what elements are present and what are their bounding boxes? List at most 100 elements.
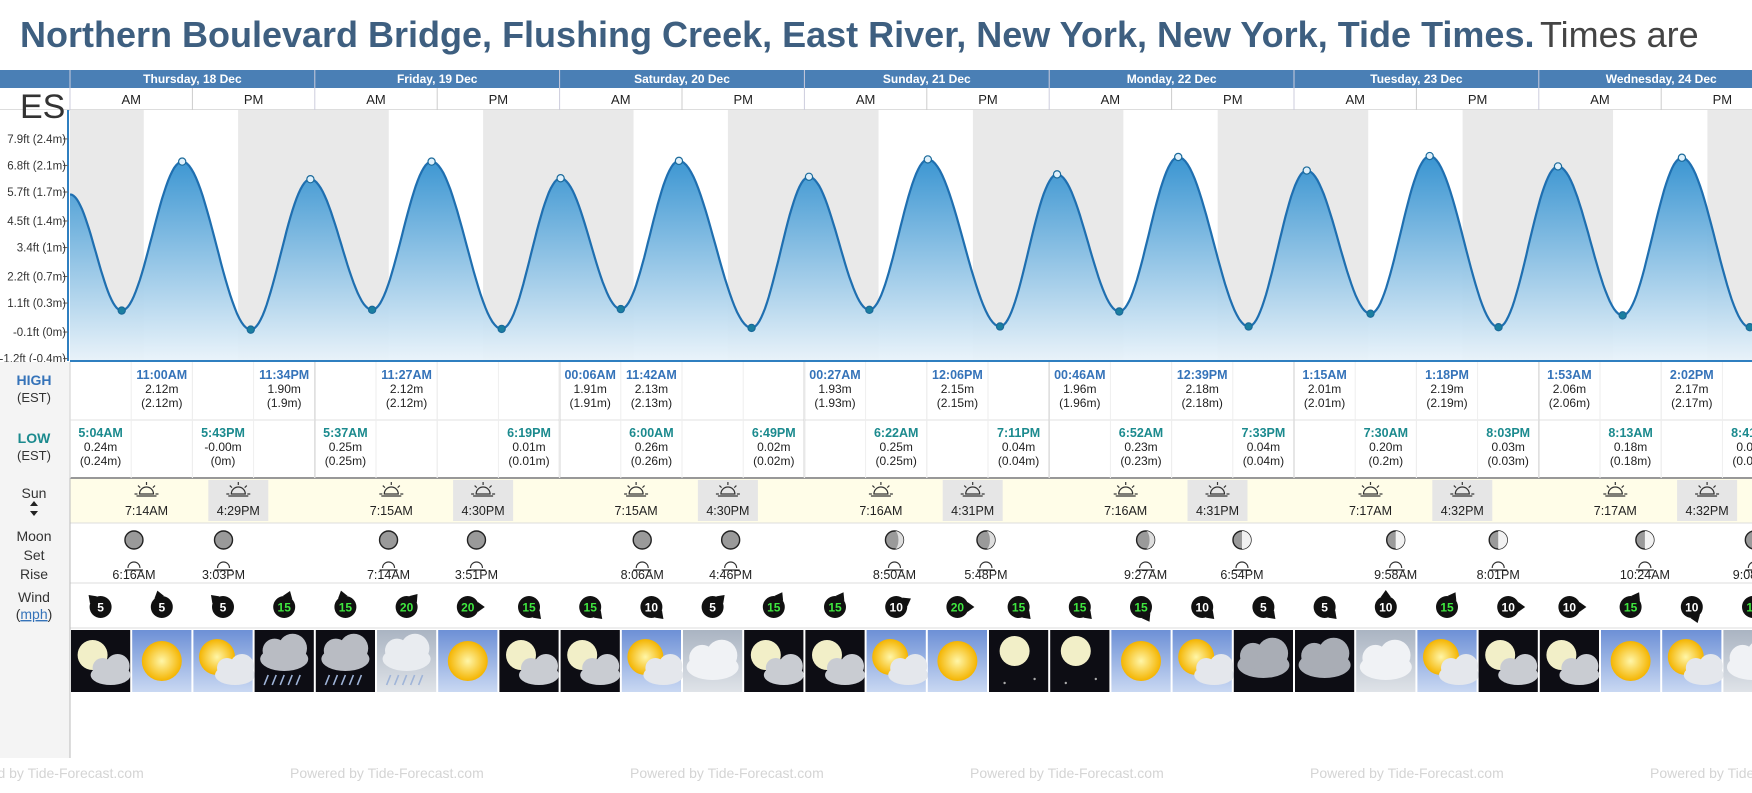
high-tide-height-paren-1: (1.9m) (267, 396, 302, 410)
wind-cell-17: 15 (1130, 596, 1154, 624)
weather-icon-9 (622, 630, 684, 692)
sunrise-time-3: 7:16AM (859, 504, 902, 518)
moon-rise-time-13: 9:08PM (1733, 568, 1752, 582)
low-tide-height-paren-14: (0.04m) (998, 454, 1039, 468)
weather-icon-26 (1662, 630, 1724, 692)
high-tide-time-24: 2:02PM (1670, 368, 1714, 382)
y-tick-label-2: 5.7ft (1.7m) (7, 187, 66, 199)
moon-phase-icon-13 (1745, 531, 1752, 549)
wind-arrow-icon-6 (478, 602, 485, 612)
low-tide-height-paren-17: (0.23m) (1120, 454, 1161, 468)
footer-credit-2: Powered by Tide-Forecast.com (630, 765, 824, 781)
sun-row-band (70, 479, 1752, 523)
footer-credits: Powered by Tide-Forecast.com Powered by T… (0, 758, 1752, 788)
am-label-3: AM (856, 92, 876, 107)
moon-set-cell-4: 8:06AM (621, 531, 664, 582)
wind-cell-6: 20 (457, 596, 485, 618)
low-tide-height-paren-6: (0.01m) (508, 454, 549, 468)
footer-credit-5: Powered by Tide-Forecast.com (1650, 765, 1752, 781)
am-label-6: AM (1590, 92, 1610, 107)
low-tide-point-3 (247, 326, 254, 333)
high-tide-height-1: 1.90m (268, 382, 301, 396)
weather-icon-25 (1601, 630, 1660, 692)
low-tide-height-10: 0.02m (757, 440, 790, 454)
high-tide-height-paren-16: (2.18m) (1182, 396, 1223, 410)
moon-rise-time-11: 8:01PM (1477, 568, 1520, 582)
wind-cell-26: 10 (1681, 596, 1703, 625)
wind-arrow-icon-24 (1579, 602, 1586, 612)
high-tide-time-19: 1:15AM (1302, 368, 1346, 382)
low-tide-height-paren-26: (0.03m) (1732, 454, 1752, 468)
weather-icon-21 (1356, 630, 1415, 692)
low-tide-point-18 (1245, 323, 1252, 330)
moon-rise-time-1: 3:03PM (202, 568, 245, 582)
low-tide-point-25 (1619, 312, 1626, 319)
wind-speed-20: 5 (1321, 601, 1328, 615)
moon-rise-cell-11: 8:01PM (1477, 531, 1520, 582)
high-tide-time-0: 11:00AM (136, 368, 187, 382)
y-tick-label-4: 3.4ft (1m) (17, 243, 66, 255)
wind-cell-23: 10 (1497, 596, 1525, 618)
wind-speed-27: 15 (1746, 601, 1752, 615)
moon-set-time-12: 10:24AM (1620, 568, 1670, 582)
wind-arrow-icon-23 (1518, 602, 1525, 612)
sunset-time-5: 4:32PM (1441, 504, 1484, 518)
moon-rise-time-9: 6:54PM (1220, 568, 1263, 582)
low-tide-height-paren-25: (0.18m) (1610, 454, 1651, 468)
wind-cell-15: 15 (1008, 596, 1035, 623)
y-tick-label-1: 6.8ft (2.1m) (7, 160, 66, 172)
sunrise-time-1: 7:15AM (370, 504, 413, 518)
weather-icon-3 (255, 630, 314, 692)
wind-unit-link[interactable]: mph (20, 606, 47, 622)
low-tide-time-17: 6:52AM (1119, 426, 1163, 440)
high-tide-height-paren-7: (1.91m) (570, 396, 611, 410)
y-tick-label-7: -0.1ft (0m) (13, 327, 66, 339)
moon-rise-cell-7: 5:48PM (964, 531, 1007, 582)
sunrise-time-2: 7:15AM (615, 504, 658, 518)
wind-cell-8: 15 (579, 596, 606, 623)
moon-set-cell-10: 9:58AM (1374, 531, 1417, 582)
day-label-0: Thursday, 18 Dec (143, 72, 242, 86)
low-tide-point-21 (1367, 310, 1374, 317)
wind-cell-7: 15 (518, 596, 545, 623)
low-tide-height-paren-13: (0.25m) (876, 454, 917, 468)
low-tide-point-14 (996, 323, 1003, 330)
high-tide-height-7: 1.91m (574, 382, 607, 396)
wind-speed-8: 15 (584, 601, 598, 615)
wind-cell-14: 20 (946, 596, 974, 618)
wind-speed-3: 15 (278, 601, 292, 615)
low-tide-point-9 (617, 305, 624, 312)
pm-label-1: PM (489, 92, 509, 107)
sunset-time-0: 4:29PM (217, 504, 260, 518)
weather-icon-8 (561, 630, 621, 692)
wind-cell-13: 10 (885, 594, 913, 618)
wind-speed-4: 15 (339, 601, 353, 615)
high-tide-point-0 (179, 158, 186, 165)
weather-icon-16 (1050, 630, 1109, 692)
weather-icon-14 (928, 630, 987, 692)
high-tide-height-24: 2.17m (1675, 382, 1708, 396)
sunset-time-4: 4:31PM (1196, 504, 1239, 518)
pm-label-4: PM (1223, 92, 1243, 107)
low-tide-time-5: 5:37AM (323, 426, 367, 440)
title-bar: Northern Boulevard Bridge, Flushing Cree… (0, 0, 1752, 70)
moon-set-label: Set (23, 547, 44, 563)
low-tide-time-22: 8:03PM (1486, 426, 1530, 440)
wind-speed-14: 20 (951, 601, 965, 615)
low-tide-point-5 (369, 306, 376, 313)
low-tide-time-6: 6:19PM (507, 426, 551, 440)
wind-cell-1: 5 (151, 589, 173, 618)
moon-rise-cell-5: 4:46PM (709, 531, 752, 582)
low-tide-height-18: 0.04m (1247, 440, 1280, 454)
footer-credit-1: Powered by Tide-Forecast.com (290, 765, 484, 781)
high-tide-height-paren-15: (1.96m) (1059, 396, 1100, 410)
wind-cell-11: 15 (763, 590, 787, 618)
high-tide-point-4 (428, 158, 435, 165)
wind-speed-10: 5 (709, 601, 716, 615)
wind-speed-15: 15 (1012, 601, 1026, 615)
wind-speed-17: 15 (1134, 601, 1148, 615)
